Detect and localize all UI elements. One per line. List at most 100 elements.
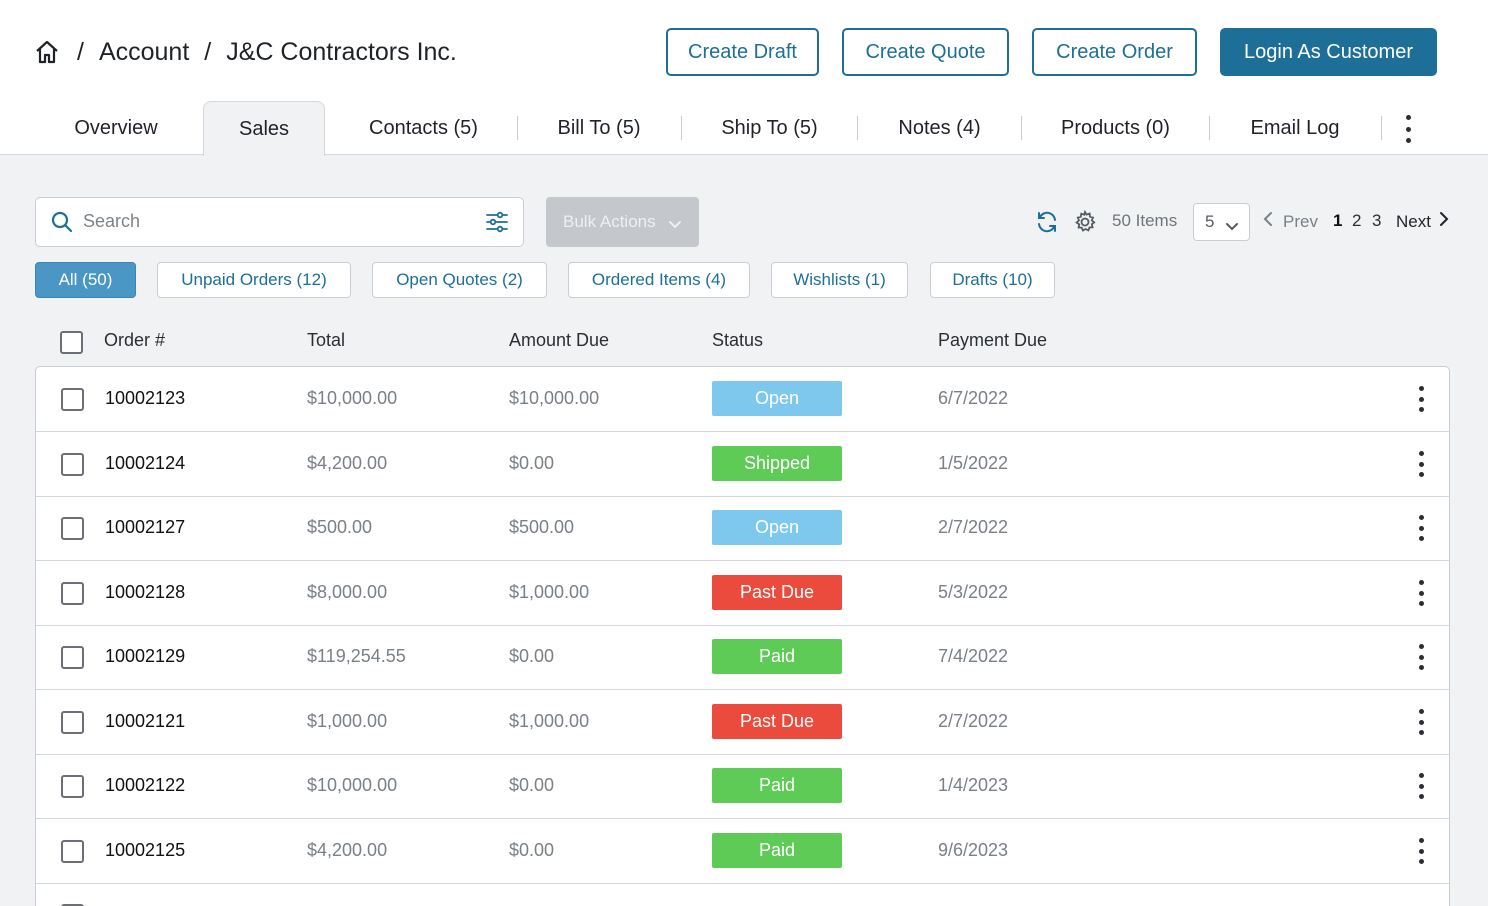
amount-due: $1,000.00 [509, 582, 590, 602]
payment-due-date: 6/7/2022 [938, 388, 1009, 408]
filter-all[interactable]: All (50) [35, 262, 136, 298]
row-checkbox[interactable] [61, 517, 84, 540]
row-checkbox[interactable] [61, 711, 84, 734]
gear-icon[interactable] [1073, 209, 1097, 239]
amount-due: $0.00 [509, 775, 555, 795]
payment-due-date: 2/7/2022 [938, 517, 1009, 537]
amount-due: $0.00 [509, 840, 555, 860]
row-checkbox[interactable] [61, 388, 84, 411]
row-more-icon[interactable] [1417, 838, 1425, 864]
login-as-customer-button[interactable]: Login As Customer [1220, 28, 1437, 76]
tab-contacts[interactable]: Contacts (5) [369, 116, 478, 139]
order-total: $10,000.00 [307, 388, 398, 408]
order-number[interactable]: 10002122 [105, 775, 186, 795]
column-header-total[interactable]: Total [307, 330, 346, 350]
breadcrumb-separator: / [204, 37, 212, 66]
row-more-icon[interactable] [1417, 580, 1425, 606]
table-row[interactable]: 10002123 $10,000.00 $10,000.00 Open 6/7/2022 [36, 367, 1449, 432]
tab-divider [1021, 116, 1022, 140]
order-number[interactable]: 10002127 [105, 517, 186, 537]
breadcrumb-account[interactable]: Account [98, 37, 190, 66]
order-number[interactable]: 10002121 [105, 711, 186, 731]
amount-due: $1,000.00 [509, 711, 590, 731]
order-number[interactable]: 10002123 [105, 388, 186, 408]
breadcrumb-customer: J&C Contractors Inc. [226, 37, 457, 66]
row-checkbox[interactable] [61, 582, 84, 605]
next-label: Next [1396, 211, 1431, 231]
table-row[interactable]: 10002128 $8,000.00 $1,000.00 Past Due 5/3/20… [36, 561, 1449, 626]
payment-due-date: 1/4/2023 [938, 775, 1009, 795]
tab-divider [681, 116, 682, 140]
order-number[interactable]: 10002125 [105, 840, 186, 860]
refresh-icon[interactable] [1035, 210, 1059, 239]
prev-page-button[interactable]: Prev [1263, 211, 1318, 232]
status-badge: Paid [712, 639, 842, 674]
tab-sales[interactable]: Sales [203, 101, 325, 156]
create-draft-button[interactable]: Create Draft [666, 28, 819, 76]
column-header-order[interactable]: Order # [104, 330, 166, 350]
tab-overview[interactable]: Overview [74, 116, 158, 139]
payment-due-date: 7/4/2022 [938, 646, 1009, 666]
table-row[interactable]: 10002122 $10,000.00 $0.00 Paid 1/4/2023 [36, 754, 1449, 819]
table-row[interactable] [36, 883, 1449, 906]
row-more-icon[interactable] [1417, 709, 1425, 735]
page-3-button[interactable]: 3 [1372, 211, 1382, 230]
filter-settings-icon[interactable] [485, 210, 509, 239]
row-checkbox[interactable] [61, 840, 84, 863]
order-total: $500.00 [307, 517, 373, 537]
filter-open-quotes[interactable]: Open Quotes (2) [372, 262, 547, 298]
create-quote-button[interactable]: Create Quote [842, 28, 1009, 76]
chevron-left-icon [1263, 211, 1273, 232]
order-number[interactable]: 10002129 [105, 646, 186, 666]
tab-products[interactable]: Products (0) [1061, 116, 1170, 139]
more-tabs-icon[interactable] [1398, 115, 1418, 143]
filter-ordered-items[interactable]: Ordered Items (4) [568, 262, 750, 298]
tab-notes[interactable]: Notes (4) [898, 116, 981, 139]
row-checkbox[interactable] [61, 453, 84, 476]
order-total: $4,200.00 [307, 840, 388, 860]
create-order-button[interactable]: Create Order [1032, 28, 1197, 76]
row-more-icon[interactable] [1417, 386, 1425, 412]
filter-unpaid-orders[interactable]: Unpaid Orders (12) [157, 262, 351, 298]
items-count: 50 Items [1112, 211, 1178, 230]
row-checkbox[interactable] [61, 904, 84, 906]
amount-due: $500.00 [509, 517, 575, 537]
order-total: $8,000.00 [307, 582, 388, 602]
status-badge: Past Due [712, 704, 842, 739]
row-checkbox[interactable] [61, 646, 84, 669]
bulk-actions-button[interactable]: Bulk Actions [546, 197, 699, 247]
page-2-button[interactable]: 2 [1352, 211, 1362, 230]
column-header-payment-due[interactable]: Payment Due [938, 330, 1048, 350]
search-box[interactable]: Search [35, 197, 524, 247]
payment-due-date: 1/5/2022 [938, 453, 1009, 473]
chevron-down-icon [1225, 217, 1239, 237]
page-1-button[interactable]: 1 [1333, 211, 1343, 230]
order-number[interactable]: 10002128 [105, 582, 186, 602]
column-header-status[interactable]: Status [712, 330, 764, 350]
tab-email-log[interactable]: Email Log [1250, 116, 1340, 139]
filter-wishlists[interactable]: Wishlists (1) [771, 262, 908, 298]
row-more-icon[interactable] [1417, 515, 1425, 541]
tab-ship-to[interactable]: Ship To (5) [721, 116, 818, 139]
next-page-button[interactable]: Next [1396, 211, 1449, 232]
tab-bill-to[interactable]: Bill To (5) [557, 116, 641, 139]
row-more-icon[interactable] [1417, 451, 1425, 477]
page-size-select[interactable]: 5 [1193, 203, 1250, 241]
row-more-icon[interactable] [1417, 644, 1425, 670]
table-row[interactable]: 10002121 $1,000.00 $1,000.00 Past Due 2/7/20… [36, 690, 1449, 755]
search-input[interactable]: Search [83, 211, 141, 231]
status-badge: Paid [712, 768, 842, 803]
home-icon[interactable] [34, 38, 62, 66]
row-more-icon[interactable] [1417, 773, 1425, 799]
select-all-checkbox[interactable] [60, 331, 83, 354]
column-header-amount-due[interactable]: Amount Due [509, 330, 610, 350]
amount-due: $10,000.00 [509, 388, 600, 408]
table-row[interactable]: 10002125 $4,200.00 $0.00 Paid 9/6/2023 [36, 819, 1449, 884]
row-checkbox[interactable] [61, 775, 84, 798]
table-row[interactable]: 10002127 $500.00 $500.00 Open 2/7/2022 [36, 496, 1449, 561]
filter-drafts[interactable]: Drafts (10) [930, 262, 1055, 298]
order-number[interactable]: 10002124 [105, 453, 186, 473]
table-row[interactable]: 10002129 $119,254.55 $0.00 Paid 7/4/2022 [36, 625, 1449, 690]
table-row[interactable]: 10002124 $4,200.00 $0.00 Shipped 1/5/2022 [36, 432, 1449, 497]
bulk-actions-label: Bulk Actions [563, 212, 656, 231]
